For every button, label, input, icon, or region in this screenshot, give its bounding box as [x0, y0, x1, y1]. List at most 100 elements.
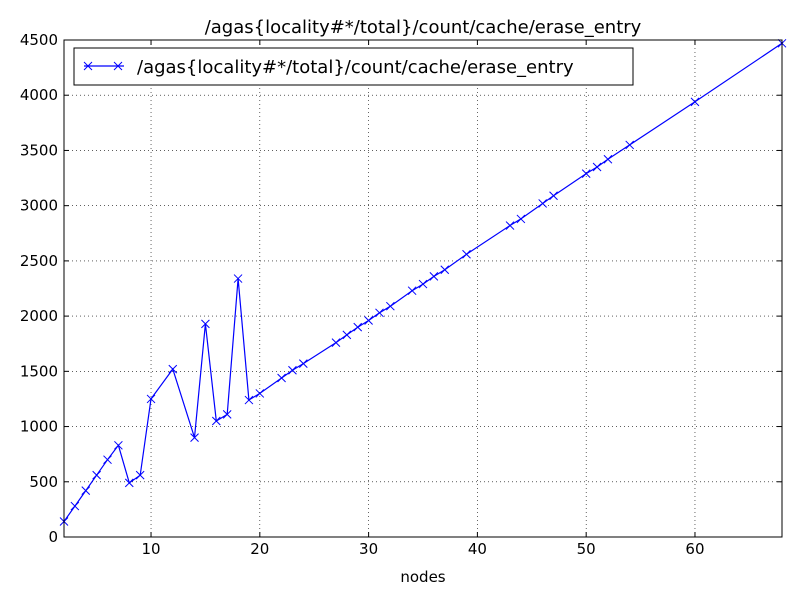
- data-point-stroke: [505, 221, 515, 230]
- data-point-stroke: [418, 279, 428, 289]
- data-point-stroke: [516, 214, 526, 224]
- data-point-stroke: [581, 169, 591, 178]
- data-point-stroke: [81, 486, 91, 495]
- data-point-stroke: [255, 389, 265, 398]
- data-point-stroke: [244, 395, 254, 405]
- data-point-stroke: [375, 308, 384, 318]
- data-point-stroke: [331, 338, 341, 347]
- data-point: [222, 410, 232, 419]
- data-point: [81, 486, 91, 495]
- data-point-stroke: [353, 322, 363, 332]
- data-point-stroke: [70, 501, 80, 511]
- series-layer: [59, 38, 787, 526]
- data-point: [135, 470, 145, 480]
- data-point-stroke: [549, 191, 558, 201]
- data-point-stroke: [277, 373, 286, 383]
- data-point-stroke: [190, 433, 199, 442]
- data-point: [592, 162, 602, 172]
- data-point-stroke: [407, 286, 417, 296]
- data-point-stroke: [429, 271, 439, 281]
- data-point-stroke: [440, 265, 450, 275]
- data-point-stroke: [114, 440, 123, 450]
- data-point-stroke: [298, 359, 308, 368]
- x-tick-label: 40: [468, 540, 487, 558]
- legend-marker-stroke: [113, 61, 123, 71]
- y-tick-label: 0: [48, 528, 58, 546]
- data-point: [288, 365, 297, 375]
- data-point: [277, 373, 286, 383]
- y-tick-label: 4500: [20, 31, 58, 49]
- data-point-stroke: [201, 319, 210, 329]
- data-point: [342, 330, 352, 340]
- legend-box: [73, 47, 634, 86]
- data-point: [549, 191, 558, 201]
- data-point-stroke: [135, 470, 145, 480]
- legend-entry-label: /agas{locality#*/total}/count/cache/eras…: [137, 57, 574, 78]
- data-point-stroke: [103, 455, 112, 465]
- data-point: [505, 221, 515, 230]
- data-point-stroke: [364, 316, 373, 325]
- data-point: [114, 440, 123, 450]
- data-point: [375, 308, 384, 318]
- data-point-stroke: [168, 364, 178, 374]
- data-point: [168, 364, 178, 374]
- data-point: [581, 169, 591, 178]
- data-point-stroke: [603, 154, 613, 164]
- data-point-stroke: [592, 162, 602, 172]
- grid-lines: [64, 40, 782, 537]
- y-tick-label: 4000: [20, 86, 58, 104]
- x-tick-label: 20: [250, 540, 269, 558]
- y-tick-label: 2000: [20, 307, 58, 325]
- chart-title: /agas{locality#*/total}/count/cache/eras…: [205, 17, 642, 38]
- data-point: [92, 470, 101, 480]
- legend-marker-swatch: [83, 61, 123, 71]
- y-tick-label: 2500: [20, 252, 58, 270]
- x-tick-label: 50: [577, 540, 596, 558]
- data-point: [603, 154, 613, 164]
- data-point: [538, 199, 548, 208]
- data-point: [364, 316, 373, 325]
- y-tick-label: 3500: [20, 141, 58, 159]
- data-point-stroke: [124, 478, 134, 488]
- data-point-stroke: [690, 97, 700, 107]
- data-point: [255, 389, 265, 398]
- data-point: [70, 501, 80, 511]
- data-point: [201, 319, 210, 329]
- data-point-stroke: [211, 416, 221, 426]
- data-point: [440, 265, 450, 275]
- data-point-stroke: [538, 199, 548, 208]
- legend: /agas{locality#*/total}/count/cache/eras…: [73, 47, 634, 86]
- y-tick-label: 1000: [20, 418, 58, 436]
- data-point: [190, 433, 199, 442]
- data-point-stroke: [342, 330, 352, 340]
- y-tick-label: 500: [29, 473, 58, 491]
- data-point: [462, 249, 471, 259]
- axis-ticks: 10 20 30 40 50 60 0 500 1000 1500 2000 2500 3000 3500…: [20, 31, 782, 558]
- data-point-stroke: [222, 410, 232, 419]
- data-point: [353, 322, 363, 332]
- x-tick-label: 60: [685, 540, 704, 558]
- data-point: [233, 274, 243, 283]
- data-point: [418, 279, 428, 289]
- data-point: [386, 301, 395, 311]
- y-tick-label: 1500: [20, 362, 58, 380]
- data-point: [211, 416, 221, 426]
- data-point-stroke: [462, 249, 471, 259]
- data-point: [146, 394, 156, 404]
- plot-area-frame: [63, 39, 783, 538]
- x-tick-label: 30: [359, 540, 378, 558]
- data-point-stroke: [233, 274, 243, 283]
- data-point: [124, 478, 134, 488]
- x-axis-label: nodes: [400, 568, 445, 586]
- data-point: [103, 455, 112, 465]
- data-point: [331, 338, 341, 347]
- data-point-stroke: [146, 394, 156, 404]
- data-point: [407, 286, 417, 296]
- data-point: [625, 140, 635, 150]
- legend-marker-stroke: [83, 61, 93, 71]
- y-tick-label: 3000: [20, 197, 58, 215]
- data-point: [516, 214, 526, 224]
- data-point: [298, 359, 308, 368]
